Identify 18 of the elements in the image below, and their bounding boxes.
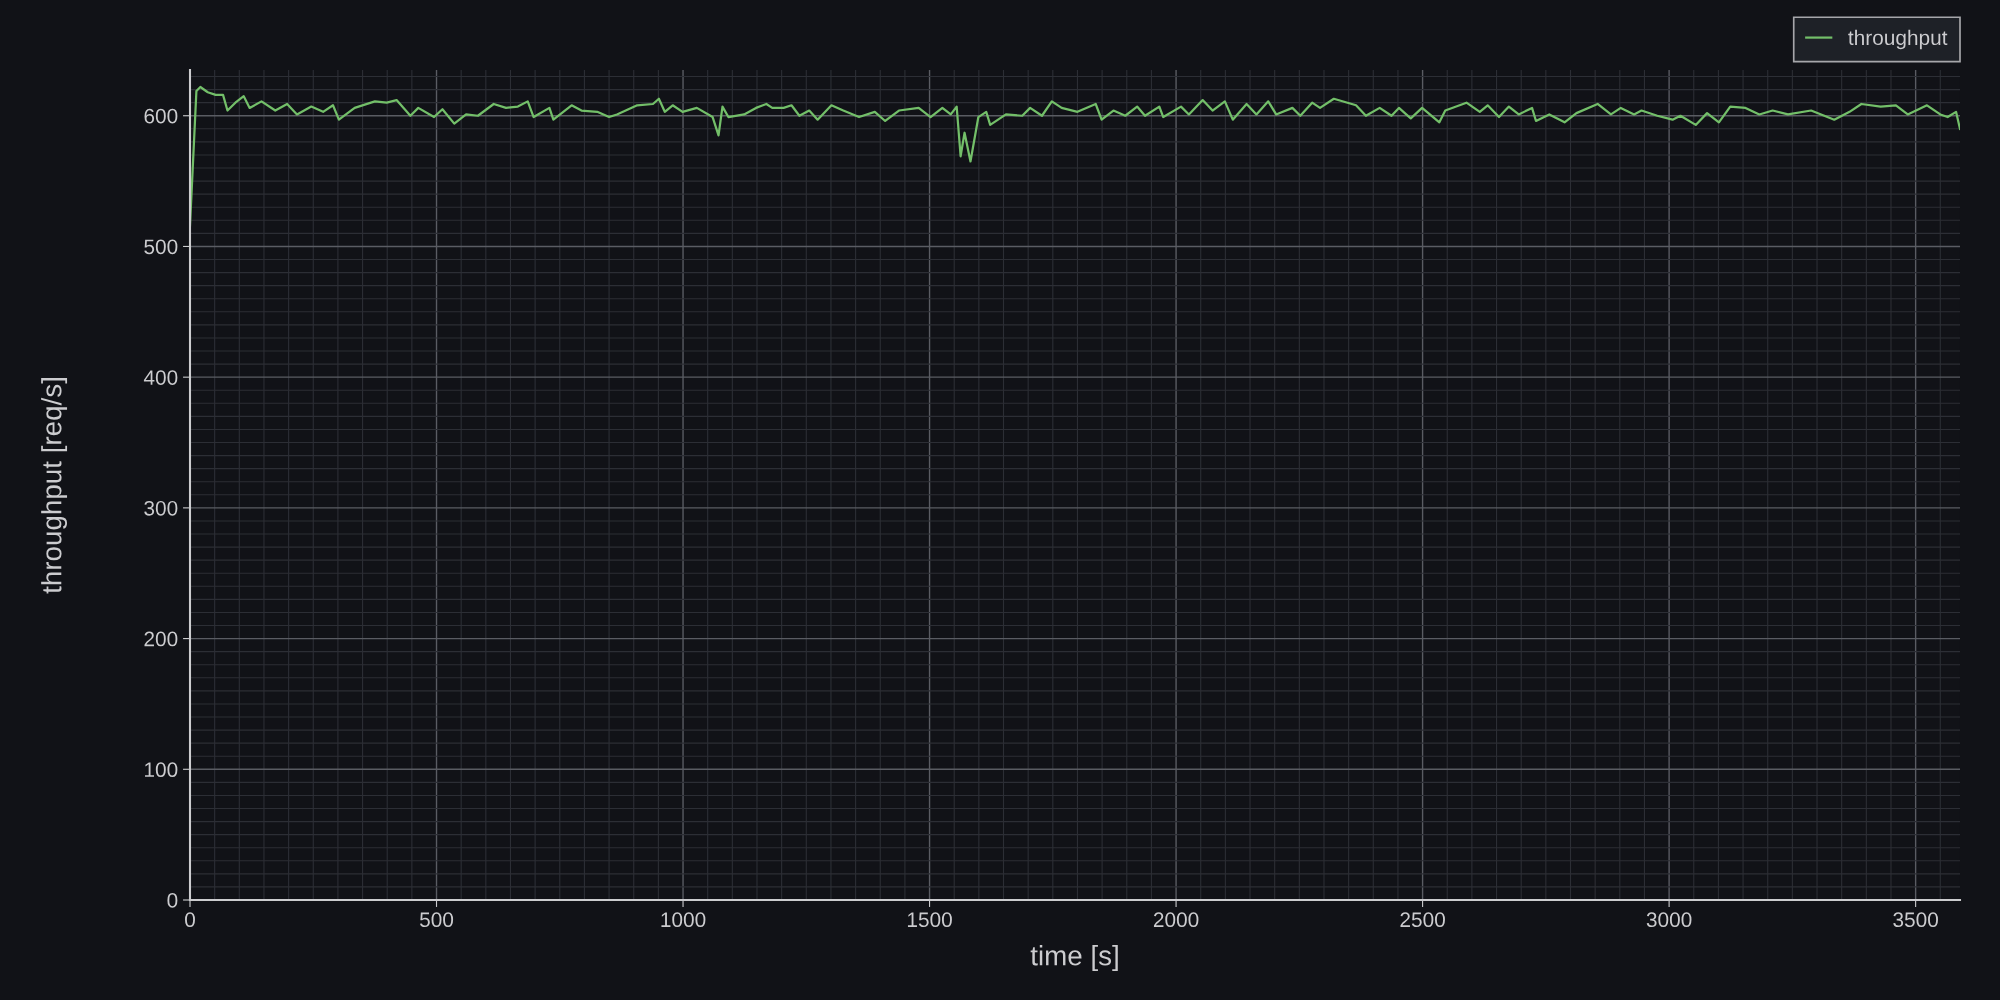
y-tick-label: 0 [167, 893, 178, 908]
y-tick-label: 400 [143, 370, 178, 385]
x-axis-title: time [s] [1030, 945, 1118, 972]
y-tick-label: 600 [144, 108, 178, 124]
y-tick-label: 300 [144, 500, 178, 516]
x-tick-label: 3000 [1646, 912, 1692, 928]
y-axis-title: throughput [req/s] [41, 378, 68, 594]
x-tick-label: 1500 [907, 912, 952, 928]
x-tick-label: 3500 [1893, 912, 1938, 928]
y-tick-label: 200 [144, 631, 178, 647]
x-tick-label: 500 [419, 912, 454, 928]
x-tick-label: 2000 [1153, 912, 1199, 928]
y-tick-label: 500 [144, 239, 178, 255]
x-tick-label: 1000 [661, 912, 706, 928]
x-tick-label: 0 [185, 912, 195, 928]
x-tick-label: 2500 [1400, 912, 1445, 928]
y-tick-label: 100 [145, 762, 178, 778]
legend-label: throughput [1848, 29, 1948, 50]
